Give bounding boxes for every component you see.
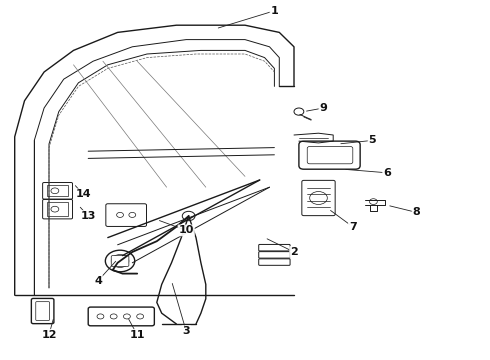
Text: 14: 14 xyxy=(75,189,91,199)
Text: 13: 13 xyxy=(80,211,96,221)
Text: 6: 6 xyxy=(383,168,391,178)
Text: 5: 5 xyxy=(368,135,376,145)
Text: 3: 3 xyxy=(182,326,190,336)
Text: 11: 11 xyxy=(129,330,145,340)
FancyBboxPatch shape xyxy=(111,256,129,266)
Text: 10: 10 xyxy=(178,225,194,235)
Text: 9: 9 xyxy=(319,103,327,113)
Text: 8: 8 xyxy=(413,207,420,217)
Text: 4: 4 xyxy=(94,276,102,286)
Text: 12: 12 xyxy=(41,330,57,340)
Text: 1: 1 xyxy=(270,6,278,16)
Text: 7: 7 xyxy=(349,222,357,232)
Text: 2: 2 xyxy=(290,247,298,257)
